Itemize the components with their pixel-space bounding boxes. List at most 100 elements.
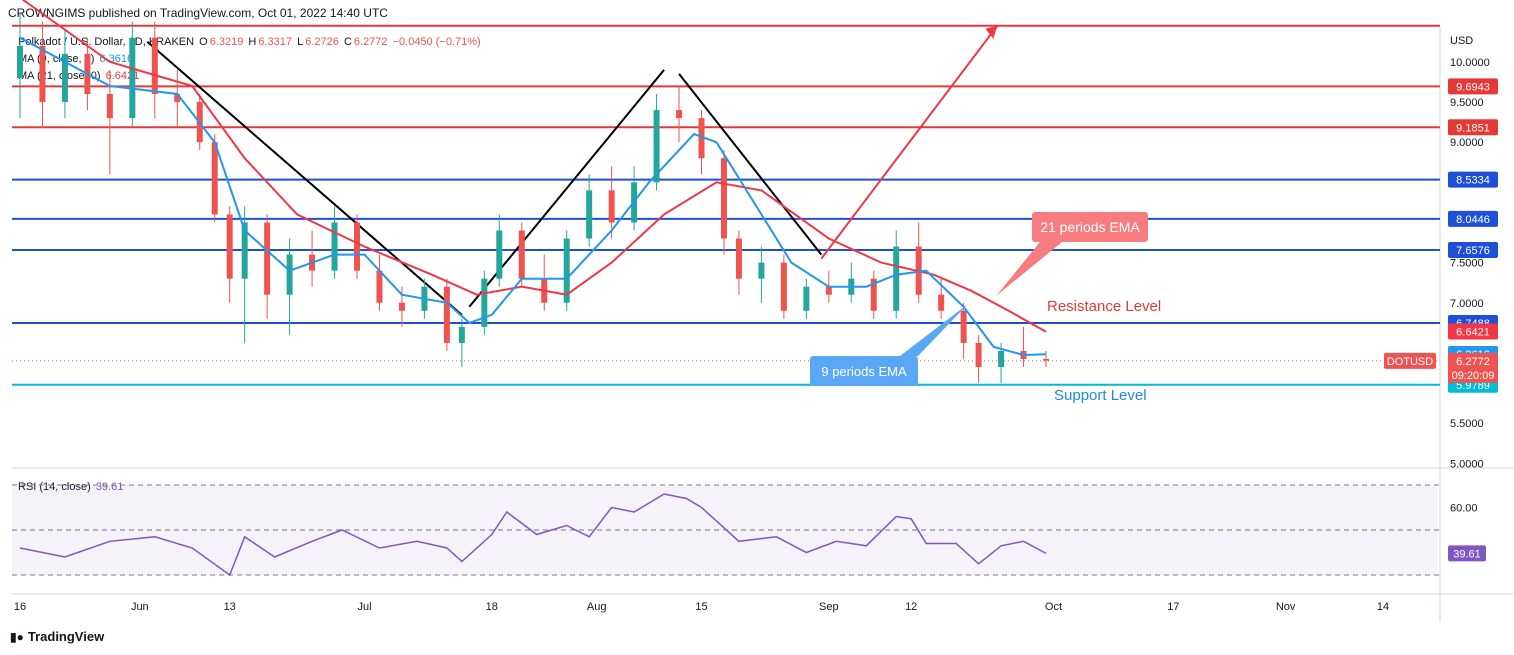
candle-body xyxy=(458,326,465,343)
annotations: 21 periods EMA 9 periods EMA Resistance Le… xyxy=(810,212,1161,404)
candle-body xyxy=(61,53,68,103)
candle-body xyxy=(1043,358,1049,361)
ema-lines xyxy=(19,0,1047,357)
candle-body xyxy=(653,110,660,183)
candle-body xyxy=(780,262,787,311)
time-tick-label: 12 xyxy=(905,601,917,613)
ema21-callout-pointer xyxy=(996,242,1062,296)
level-badge xyxy=(1448,210,1498,227)
level-badge-label: 9.1851 xyxy=(1456,122,1490,134)
rsi-pane: 60.00 39.61 xyxy=(12,484,1486,577)
time-tick-label: 17 xyxy=(1167,601,1179,613)
candle-body xyxy=(481,278,488,327)
ema9-callout-pointer xyxy=(900,304,968,356)
candle-body xyxy=(286,254,293,295)
level-badge-label: 9.6943 xyxy=(1456,81,1490,93)
price-tick-label: 5.0000 xyxy=(1450,458,1484,470)
price-tick-label: 5.5000 xyxy=(1450,418,1484,430)
price-tick-label: 10.0000 xyxy=(1450,57,1490,69)
candle-body xyxy=(563,238,570,303)
candle-body xyxy=(264,222,271,295)
price-tick-label: 7.5000 xyxy=(1450,258,1484,270)
ma9-legend[interactable]: MA (9, close, 0) 6.3616 xyxy=(18,53,135,65)
ema21-callout-label: 21 periods EMA xyxy=(1040,219,1140,235)
tradingview-logo[interactable]: ▮● TradingView xyxy=(10,629,104,644)
time-tick-label: Aug xyxy=(587,601,607,613)
candle-body xyxy=(106,93,113,119)
candle-body xyxy=(938,294,945,311)
level-badge xyxy=(1448,171,1498,188)
rsi-line xyxy=(19,493,1047,577)
candle-body xyxy=(211,142,218,215)
time-tick-label: Oct xyxy=(1045,601,1062,613)
rsi-name: RSI (14, close) xyxy=(18,481,91,493)
candle-body xyxy=(893,246,900,311)
resistance-label: Resistance Level xyxy=(1047,298,1161,315)
time-tick-label: 14 xyxy=(1377,601,1389,613)
target-arrow-head xyxy=(985,25,998,39)
tradingview-brand: TradingView xyxy=(27,629,105,644)
ema9-callout-box xyxy=(810,356,918,386)
time-tick-label: 18 xyxy=(486,601,498,613)
level-badge xyxy=(1448,241,1498,258)
candle-body xyxy=(803,286,810,311)
candle-body xyxy=(174,93,181,103)
rsi-value: 39.61 xyxy=(96,481,124,493)
time-tick-label: Sep xyxy=(819,601,839,613)
candle-body xyxy=(496,230,503,279)
close-label: C xyxy=(343,36,352,48)
candle-body xyxy=(608,190,615,223)
candle-body xyxy=(975,342,982,368)
candle-body xyxy=(354,222,361,271)
candle-body xyxy=(720,158,727,239)
candle-body xyxy=(676,110,683,119)
currency-label: USD xyxy=(1450,35,1473,47)
rsi-legend[interactable]: RSI (14, close) 39.61 xyxy=(18,481,125,493)
candle-body xyxy=(825,286,832,295)
candle-body xyxy=(331,222,338,271)
price-tick-label: 7.0000 xyxy=(1450,298,1484,310)
time-tick-label: 13 xyxy=(224,601,236,613)
candle-body xyxy=(226,214,233,279)
last-price-badge xyxy=(1448,352,1498,383)
symbol-tag xyxy=(1384,352,1436,369)
time-tick-label: 15 xyxy=(695,601,707,613)
low-value: 6.2726 xyxy=(305,36,339,48)
high-value: 6.3317 xyxy=(258,36,293,48)
rsi-tick-label: 60.00 xyxy=(1450,503,1478,515)
high-label: H xyxy=(248,36,257,48)
level-badge-label: 8.0446 xyxy=(1456,214,1490,226)
candle-body xyxy=(735,238,742,279)
tradingview-icon: ▮● xyxy=(10,629,24,644)
trend-line-down-2 xyxy=(678,73,823,256)
ma21-name: MA (21, close, 0) xyxy=(18,70,101,82)
price-tick-label: 9.5000 xyxy=(1450,97,1484,109)
trend-lines xyxy=(146,25,999,316)
symbol-tag-label: DOTUSD xyxy=(1387,356,1434,368)
publisher-line: CROWNGIMS published on TradingView.com, … xyxy=(8,6,388,20)
candle-body xyxy=(698,118,705,159)
candle-body xyxy=(960,310,967,343)
candle-body xyxy=(870,278,877,311)
rsi-badge xyxy=(1448,545,1486,562)
level-badge xyxy=(1448,78,1498,95)
countdown-label: 09:20:09 xyxy=(1452,370,1495,382)
rsi-badge-label: 39.61 xyxy=(1453,548,1481,560)
change-value: −0.0450 (−0.71%) xyxy=(392,36,481,48)
candle-body xyxy=(129,37,136,119)
target-arrow-line xyxy=(820,25,999,260)
ema-badge xyxy=(1448,323,1498,340)
candlesticks xyxy=(17,13,1049,384)
price-tick-label: 9.0000 xyxy=(1450,137,1484,149)
close-value: 6.2772 xyxy=(353,36,388,48)
price-axis: 9.69439.18518.53348.04467.65766.74885.97… xyxy=(1384,35,1498,470)
ema21-line xyxy=(21,0,1047,333)
candle-body xyxy=(518,230,525,279)
candle-body xyxy=(17,45,23,78)
level-badge-label: 7.6576 xyxy=(1456,245,1490,257)
candle-body xyxy=(241,222,248,279)
candle-body xyxy=(376,270,383,303)
ema-badge-label: 6.6421 xyxy=(1456,327,1490,339)
ma9-value: 6.3616 xyxy=(99,53,134,65)
